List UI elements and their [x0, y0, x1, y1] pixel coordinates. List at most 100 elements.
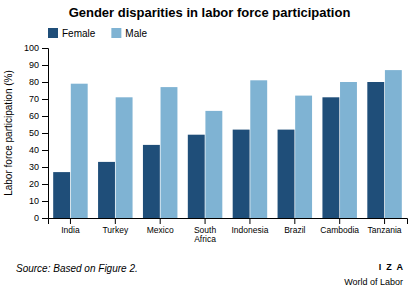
tick-label: 0	[34, 213, 39, 223]
tick-label-line: India	[61, 225, 80, 235]
y-tick: 40	[29, 145, 48, 155]
y-tick: 50	[29, 128, 48, 138]
y-tick: 90	[29, 60, 48, 70]
tick-label-line: Brazil	[284, 225, 305, 235]
y-tick: 10	[29, 196, 48, 206]
tick-mark	[115, 218, 116, 224]
tick-label-line: Mexico	[147, 225, 174, 235]
legend-label: Female	[62, 28, 96, 39]
tick-mark	[70, 218, 71, 224]
tick-label-line: Africa	[194, 234, 216, 244]
tick-label: 80	[29, 77, 39, 87]
legend-swatch	[111, 28, 121, 38]
tick-mark	[339, 218, 340, 224]
tick-label: 10	[29, 196, 39, 206]
bar	[340, 82, 357, 218]
bar	[161, 87, 178, 218]
tick-mark	[42, 48, 48, 49]
bar	[98, 162, 115, 218]
bar	[233, 130, 250, 218]
bar	[385, 70, 402, 218]
legend-item: Male	[111, 28, 147, 39]
tick-label: 60	[29, 111, 39, 121]
bar	[205, 111, 222, 218]
x-tick: Tanzania	[368, 218, 402, 235]
tick-label-line: Cambodia	[320, 225, 359, 235]
bar	[250, 80, 267, 218]
tick-label: 90	[29, 60, 39, 70]
axis-line	[49, 219, 408, 225]
y-axis: 0 10 20 30 40 50 60 70 80 90 100	[24, 43, 49, 223]
tick-mark	[42, 99, 48, 100]
tick-mark	[42, 65, 48, 66]
tick-mark	[294, 218, 295, 224]
x-tick: Indonesia	[232, 218, 269, 235]
bars	[53, 70, 402, 218]
title: Gender disparities in labor force partic…	[69, 5, 351, 20]
bar	[53, 172, 70, 218]
tick-label: Turkey	[102, 225, 128, 235]
tick-label: 20	[29, 179, 39, 189]
tick-mark	[42, 184, 48, 185]
tick-label-line: Turkey	[102, 225, 128, 235]
tick-label: 40	[29, 145, 39, 155]
x-tick: Mexico	[147, 218, 174, 235]
legend-item: Female	[48, 28, 96, 39]
tick-label: 50	[29, 128, 39, 138]
brand-name: World of Labor	[344, 277, 403, 287]
tick-label: 30	[29, 162, 39, 172]
x-tick: SouthAfrica	[194, 218, 216, 244]
y-tick: 70	[29, 94, 48, 104]
bar	[71, 84, 88, 218]
tick-mark	[42, 133, 48, 134]
legend-label: Male	[125, 28, 147, 39]
bar	[295, 96, 312, 218]
bar	[278, 130, 295, 218]
tick-mark	[42, 218, 48, 219]
tick-label: SouthAfrica	[194, 225, 216, 244]
tick-label: Brazil	[284, 225, 305, 235]
y-tick: 80	[29, 77, 48, 87]
bar-series	[53, 82, 384, 218]
tick-mark	[205, 218, 206, 224]
legend-swatch	[48, 28, 58, 38]
x-tick: Turkey	[102, 218, 128, 235]
tick-label: Tanzania	[368, 225, 402, 235]
tick-mark	[42, 150, 48, 151]
tick-mark	[384, 218, 385, 224]
tick-mark	[42, 82, 48, 83]
y-tick: 100	[24, 43, 48, 53]
tick-mark	[160, 218, 161, 224]
source-note: Source: Based on Figure 2.	[16, 263, 138, 274]
y-axis-title: Labor force participation (%)	[3, 70, 14, 196]
x-tick: India	[61, 218, 80, 235]
bar	[188, 135, 205, 218]
tick-label: Mexico	[147, 225, 174, 235]
bar	[116, 97, 133, 218]
tick-label: Cambodia	[320, 225, 359, 235]
tick-mark	[42, 116, 48, 117]
bar	[143, 145, 160, 218]
brand-mark: I Z A	[379, 262, 404, 272]
tick-label: Indonesia	[232, 225, 269, 235]
bar-series	[71, 70, 402, 218]
tick-label: India	[61, 225, 80, 235]
bar	[367, 82, 384, 218]
x-axis: India Turkey Mexico SouthAfrica Indonesia Bra…	[49, 218, 408, 244]
x-tick: Cambodia	[320, 218, 359, 235]
tick-label-line: Indonesia	[232, 225, 269, 235]
tick-mark	[42, 167, 48, 168]
y-tick: 30	[29, 162, 48, 172]
bar	[322, 97, 339, 218]
legend: Female Male	[48, 28, 147, 39]
y-tick: 0	[34, 213, 48, 223]
x-tick: Brazil	[284, 218, 305, 235]
tick-label-line: Tanzania	[368, 225, 402, 235]
tick-label: 70	[29, 94, 39, 104]
plot: 0 10 20 30 40 50 60 70 80 90 100 India Turkey Mexico S…	[24, 43, 408, 244]
axis-line	[42, 49, 49, 219]
y-tick: 20	[29, 179, 48, 189]
tick-label: 100	[24, 43, 39, 53]
chart: Gender disparities in labor force partic…	[0, 0, 419, 300]
tick-mark	[249, 218, 250, 224]
